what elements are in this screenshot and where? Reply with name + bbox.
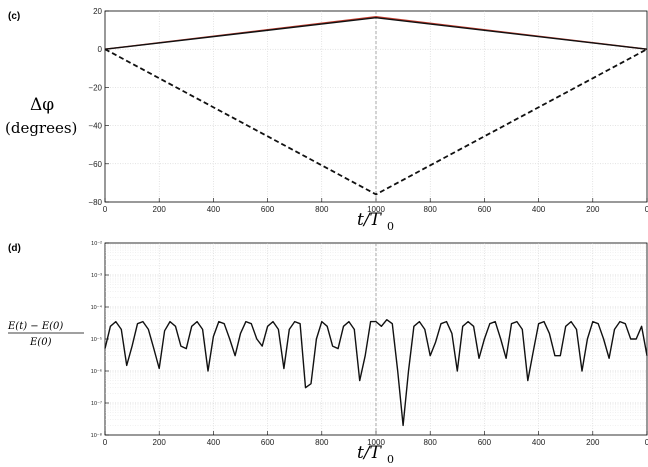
panel-d-ytick-label: 10⁻² — [91, 241, 102, 247]
panel-d-tag: (d) — [8, 243, 21, 254]
panel-c-xtick-label: 0 — [645, 205, 648, 214]
panel-c-xlabel: t/T 0 — [357, 210, 394, 233]
panel-d-ytick-label: 10⁻⁴ — [91, 304, 103, 311]
panel-c-ylabel-line1: Δφ — [30, 95, 54, 115]
panel-c-xtick-label: 800 — [315, 205, 329, 214]
panel-c-ytick-label: 0 — [98, 45, 103, 54]
panel-c-xtick-label: 0 — [103, 205, 108, 214]
panel-d-xtick-label: 600 — [478, 438, 492, 447]
panel-d-ytick-label: 10⁻⁵ — [91, 336, 102, 343]
panel-d-ylabel: E(t) − E(0) E(0) — [7, 321, 84, 348]
panel-d-xlabel-main: t/T — [357, 443, 383, 463]
panel-c: (c) 200−20−40−60−80 0 200 400 600 800 1000 800… — [5, 7, 648, 233]
panel-c-tag: (c) — [8, 11, 20, 22]
panel-c-series — [104, 11, 648, 202]
panel-c-ytick-label: −40 — [88, 122, 102, 131]
panel-c-xtick-label: 1000 — [367, 205, 385, 214]
panel-c-xlabel-sub: 0 — [387, 220, 394, 233]
panel-d-ylabel-denominator: E(0) — [29, 337, 52, 348]
panel-c-xtick-label: 200 — [153, 205, 167, 214]
panel-d-xtick-label: 400 — [207, 438, 221, 447]
panel-c-xtick-label: 600 — [478, 205, 492, 214]
panel-c-series-line-1 — [104, 16, 648, 50]
panel-d-series-line-0 — [104, 319, 648, 427]
panel-d-y-ticks: 10⁻² 10⁻³ 10⁻⁴ 10⁻⁵ 10⁻⁶ 10⁻⁷ 10⁻⁸ — [91, 241, 109, 439]
panel-d: (d) 10⁻² 10⁻³ 10⁻⁴ 10⁻⁵ 10⁻⁶ 10⁻⁷ 10⁻⁸ 0 200 400… — [7, 241, 648, 466]
panel-d-xtick-label: 400 — [532, 438, 546, 447]
panel-c-xtick-label: 400 — [532, 205, 546, 214]
panel-d-series — [104, 243, 648, 435]
panel-d-xlabel: t/T 0 — [357, 443, 394, 466]
panel-c-ytick-label: −80 — [88, 198, 102, 207]
panel-c-xtick-label: 800 — [424, 205, 438, 214]
panel-c-ytick-label: 20 — [93, 7, 102, 16]
panel-d-xtick-label: 800 — [315, 438, 329, 447]
panel-c-ylabel-line2: (degrees) — [5, 119, 77, 137]
panel-c-series-line-2 — [104, 48, 648, 196]
panel-d-ylabel-numerator: E(t) − E(0) — [7, 321, 63, 332]
panel-d-ytick-label: 10⁻⁷ — [91, 400, 102, 407]
panel-d-ytick-label: 10⁻³ — [91, 273, 102, 279]
panel-d-xtick-label: 0 — [645, 438, 648, 447]
panel-d-ytick-label: 10⁻⁶ — [91, 368, 102, 375]
panel-c-y-ticks: 20 0 −20 −40 −60 −80 — [88, 7, 109, 207]
panel-d-xtick-label: 1000 — [367, 438, 385, 447]
panel-c-xtick-label: 600 — [261, 205, 275, 214]
panel-d-xtick-label: 200 — [153, 438, 167, 447]
panel-d-xtick-label: 800 — [424, 438, 438, 447]
panel-d-xtick-label: 0 — [103, 438, 108, 447]
panel-d-xtick-label: 600 — [261, 438, 275, 447]
panel-c-ytick-label: −60 — [88, 160, 102, 169]
panel-d-xtick-label: 200 — [586, 438, 600, 447]
panel-c-xtick-label: 200 — [586, 205, 600, 214]
panel-c-x-ticks: 0 200 400 600 800 1000 800 600 400 200 0 — [103, 198, 648, 214]
panel-c-xtick-label: 400 — [207, 205, 221, 214]
panel-c-xlabel-main: t/T — [357, 210, 383, 230]
panel-c-ytick-label: −20 — [88, 83, 102, 92]
panel-d-ytick-label: 10⁻⁸ — [91, 432, 102, 439]
panel-d-x-ticks: 0 200 400 600 800 1000 800 600 400 200 0 — [103, 431, 648, 447]
panel-d-xlabel-sub: 0 — [387, 453, 394, 466]
